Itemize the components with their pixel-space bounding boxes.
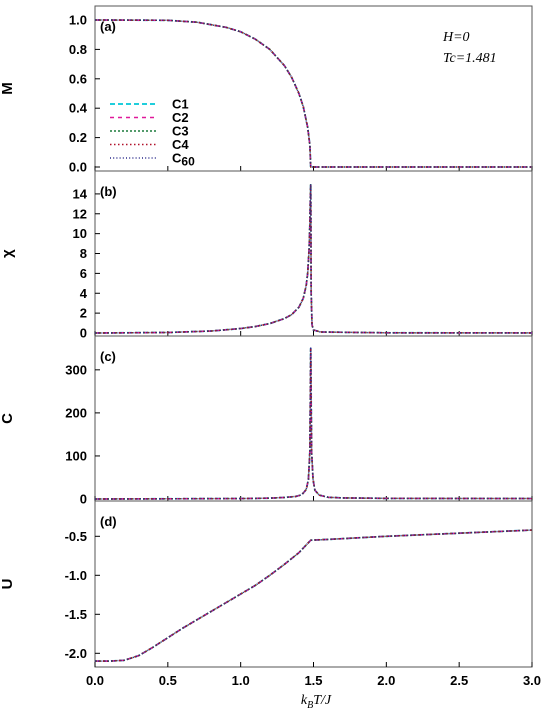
panel-b-frame <box>94 170 533 337</box>
panel-tag-b: (b) <box>100 184 117 199</box>
series-line-b-C1 <box>94 183 533 334</box>
y-tick-label: -1.5 <box>65 607 87 622</box>
x-axis-label-k: k <box>301 693 308 708</box>
legend-label: C3 <box>172 124 189 139</box>
x-axis-label-rest: T/J <box>313 693 332 708</box>
series-line-b-C2 <box>94 183 533 334</box>
y-tick-label: 0.4 <box>69 101 88 116</box>
x-tick-label: 0.0 <box>86 673 104 688</box>
panel-d-frame <box>94 500 533 668</box>
series-line-b-C3 <box>94 183 533 334</box>
panels-layer: 0.0 0.2 0.4 0.6 0.8 1.0 M (a) 0 2 4 6 8 10 12 14 χ (b) 0 10… <box>0 5 541 688</box>
y-tick-label: 1.0 <box>69 13 87 28</box>
y-tick-label: -2.0 <box>65 646 87 661</box>
y-tick-label: 8 <box>80 246 87 261</box>
y-tick-label: -1.0 <box>65 568 87 583</box>
panel-c: 0 100 200 300 C (c) <box>0 335 533 507</box>
y-tick-label: 12 <box>73 206 87 221</box>
y-tick-label: 300 <box>65 362 87 377</box>
panel-b: 0 2 4 6 8 10 12 14 χ (b) <box>0 170 533 341</box>
y-tick-label: 4 <box>80 286 88 301</box>
y-tick-label: 6 <box>80 266 87 281</box>
legend-label-sub: 60 <box>181 155 195 169</box>
y-tick-label: 100 <box>65 448 87 463</box>
legend-label-main: C2 <box>172 110 189 125</box>
legend-label: C60 <box>172 151 195 169</box>
y-tick-label: 0 <box>80 492 87 507</box>
series-line-d-C3 <box>95 529 533 662</box>
legend-label: C4 <box>172 137 189 152</box>
y-axis-label-c: C <box>0 413 16 424</box>
series-line-b-C60 <box>94 183 533 334</box>
y-tick-label: 2 <box>80 306 87 321</box>
legend-label-main: C4 <box>172 137 189 152</box>
y-tick-label: 0.0 <box>69 160 87 175</box>
x-tick-label: 1.0 <box>232 673 250 688</box>
x-axis-label-sub: B <box>307 700 313 711</box>
series-line-d-C2 <box>95 529 533 662</box>
y-axis-label-a: M <box>0 82 16 95</box>
panel-tag-d: (d) <box>100 514 117 529</box>
tc-annotation: Tc=1.481 <box>443 51 497 66</box>
y-tick-label: 10 <box>73 226 87 241</box>
legend-label-main: C1 <box>172 97 189 112</box>
y-tick-label: 0.2 <box>69 130 87 145</box>
series-line-d-C1 <box>95 529 533 662</box>
legend-label-main: C3 <box>172 124 189 139</box>
y-tick-label: 0 <box>80 326 87 341</box>
y-tick-label: 0.6 <box>69 71 87 86</box>
series-line-b-C4 <box>94 183 533 334</box>
panel-tag-c: (c) <box>100 349 116 364</box>
x-axis-label: kBT/J <box>301 693 332 711</box>
y-tick-label: -0.5 <box>65 529 87 544</box>
x-tick-label: 3.0 <box>523 673 541 688</box>
x-tick-label: 2.0 <box>377 673 395 688</box>
panel-a: 0.0 0.2 0.4 0.6 0.8 1.0 M (a) <box>0 5 533 175</box>
x-tick-label: 0.5 <box>159 673 177 688</box>
x-tick-label: 1.5 <box>304 673 322 688</box>
x-tick-label: 2.5 <box>450 673 468 688</box>
series-line-a-C60 <box>94 19 532 168</box>
y-axis-label-b: χ <box>0 249 16 258</box>
series-line-c-C60 <box>94 347 533 500</box>
series-line-d-C4 <box>95 529 533 662</box>
legend-label: C1 <box>172 97 189 112</box>
y-tick-label: 14 <box>73 186 88 201</box>
y-tick-label: 0.8 <box>69 42 87 57</box>
panel-tag-a: (a) <box>100 19 116 34</box>
series-line-d-C60 <box>95 529 533 662</box>
panel-d: -2.0 -1.5 -1.0 -0.5 0.0 0.5 1.0 1.5 2.0 2.5 3.0 U (d… <box>0 500 541 688</box>
legend-label-main: C <box>172 151 182 166</box>
field-annotation: H=0 <box>442 30 470 45</box>
legend-label: C2 <box>172 110 189 125</box>
y-tick-label: 200 <box>65 405 87 420</box>
y-axis-label-d: U <box>0 579 16 590</box>
series-line-c-C4 <box>94 347 533 500</box>
